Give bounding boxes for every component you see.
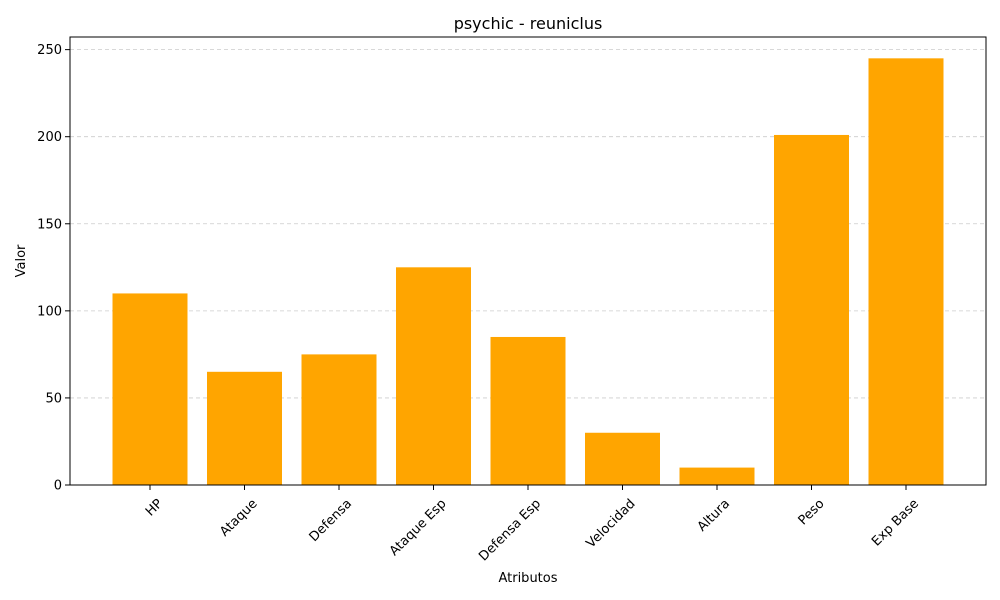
bars-layer: [112, 58, 944, 486]
y-tick-label: 250: [37, 43, 62, 58]
bar-velocidad: [585, 432, 660, 485]
x-axis: HP Ataque Defensa Ataque Esp Defensa Esp Velo…: [143, 485, 922, 564]
chart-title: psychic - reuniclus: [454, 14, 603, 33]
y-axis-title: Valor: [14, 244, 29, 277]
y-tick-label: 200: [37, 130, 62, 145]
bar-peso: [774, 134, 849, 486]
bar-exp-base: [868, 58, 944, 485]
x-tick-label: Velocidad: [584, 496, 639, 551]
y-tick-label: 150: [37, 217, 62, 232]
bar-altura: [679, 467, 755, 485]
bar-ataque: [207, 371, 282, 485]
y-tick-label: 100: [37, 304, 62, 319]
bar-defensa: [301, 354, 377, 485]
x-tick-label: Altura: [695, 496, 733, 534]
x-tick-label: Defensa: [307, 496, 355, 544]
y-tick-label: 0: [54, 479, 62, 494]
bar-hp: [112, 293, 188, 485]
x-tick-label: Defensa Esp: [476, 496, 544, 564]
x-axis-title: Atributos: [498, 571, 557, 586]
x-tick-label: Ataque Esp: [387, 496, 450, 559]
bar-ataque-esp: [396, 267, 471, 485]
x-tick-label: Ataque: [217, 496, 260, 539]
y-tick-label: 50: [45, 391, 62, 406]
bar-defensa-esp: [490, 336, 566, 485]
y-axis: 0 50 100 150 200 250: [37, 43, 70, 494]
x-tick-label: Peso: [796, 496, 828, 528]
x-tick-label: Exp Base: [869, 496, 922, 549]
x-tick-label: HP: [143, 496, 166, 519]
